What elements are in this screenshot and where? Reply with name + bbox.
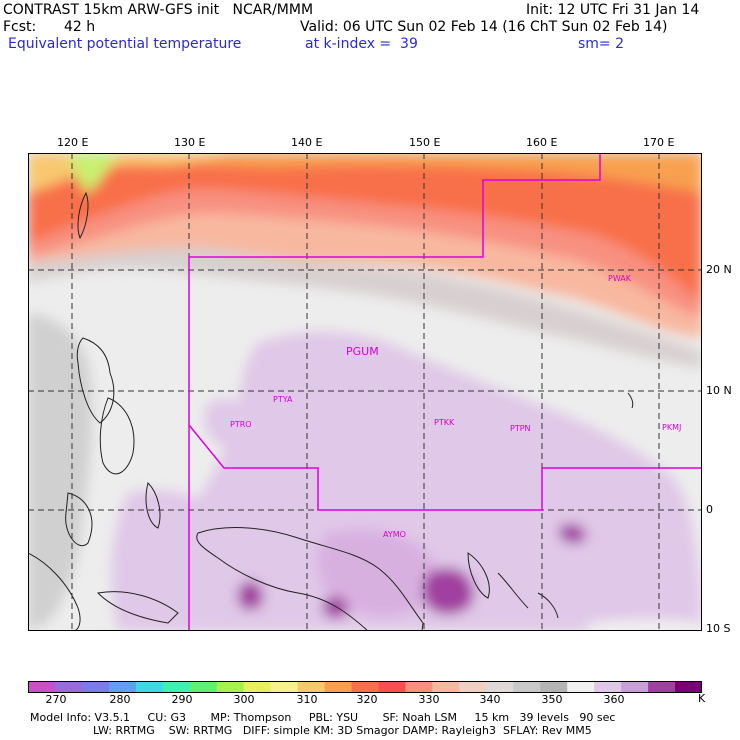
colorbar-swatch	[28, 681, 56, 693]
forecast-label: Fcst:	[3, 19, 37, 35]
lat-label-10s: 10 S	[706, 622, 731, 635]
lon-label-160e: 160 E	[526, 136, 558, 149]
valid-time: Valid: 06 UTC Sun 02 Feb 14 (16 ChT Sun …	[300, 19, 668, 35]
init-time: Init: 12 UTC Fri 31 Jan 14	[526, 2, 700, 18]
colorbar-swatch	[648, 681, 676, 693]
colorbar-unit: K	[698, 692, 706, 705]
colorbar-swatch	[432, 681, 460, 693]
colorbar-swatch	[324, 681, 353, 693]
colorbar-swatch	[378, 681, 406, 693]
colorbar-swatch	[108, 681, 137, 693]
model-info-line2: LW: RRTMG SW: RRTMG DIFF: simple KM: 3D …	[30, 724, 592, 737]
coastlines	[28, 191, 634, 631]
map-frame	[28, 153, 702, 631]
colorbar-swatch	[486, 681, 514, 693]
colorbar-label-280: 280	[109, 693, 131, 706]
field-name: Equivalent potential temperature	[8, 36, 242, 52]
colorbar-label-310: 310	[296, 693, 318, 706]
model-info-line1: Model Info: V3.5.1 CU: G3 MP: Thompson P…	[30, 711, 616, 724]
station-pkmj: PKMJ	[662, 423, 681, 432]
lon-label-140e: 140 E	[291, 136, 323, 149]
colorbar-swatch	[54, 681, 83, 693]
station-aymo: AYMO	[383, 530, 406, 539]
station-ptya: PTYA	[273, 395, 293, 404]
colorbar-swatch	[621, 681, 649, 693]
lat-label-equator: 0	[706, 503, 713, 516]
colorbar-swatch	[81, 681, 110, 693]
colorbar-swatch	[513, 681, 541, 693]
colorbar-swatch	[675, 681, 702, 693]
forecast-hour: 42 h	[64, 19, 96, 35]
level-index: at k-index = 39	[305, 36, 418, 52]
colorbar-label-360: 360	[603, 693, 625, 706]
colorbar-swatch	[351, 681, 379, 693]
colorbar-label-350: 350	[541, 693, 563, 706]
colorbar-frame	[28, 681, 702, 693]
region-boundary-north	[188, 153, 601, 631]
theta-e-map: PWAK PGUM PTYA PTRO PTKK PTPN PKMJ AYMO	[28, 153, 702, 631]
colorbar-swatch	[189, 681, 218, 693]
colorbar-swatch	[297, 681, 326, 693]
region-boundary-south	[188, 424, 702, 511]
lon-label-150e: 150 E	[409, 136, 441, 149]
smoothing-value: sm= 2	[578, 36, 625, 52]
model-title: CONTRAST 15km ARW-GFS init NCAR/MMM	[3, 2, 314, 18]
station-pgum: PGUM	[346, 345, 379, 358]
colorbar-swatch	[162, 681, 191, 693]
colorbar-swatch	[594, 681, 622, 693]
lon-label-120e: 120 E	[57, 136, 89, 149]
colorbar-label-340: 340	[479, 693, 501, 706]
colorbar-label-320: 320	[356, 693, 378, 706]
lon-label-130e: 130 E	[174, 136, 206, 149]
colorbar-swatch	[216, 681, 245, 693]
colorbar-label-270: 270	[45, 693, 67, 706]
colorbar-swatch	[270, 681, 299, 693]
colorbar	[28, 681, 702, 693]
station-ptro: PTRO	[230, 420, 252, 429]
colorbar-label-290: 290	[171, 693, 193, 706]
theta-e-field	[28, 153, 702, 631]
colorbar-swatch	[243, 681, 272, 693]
colorbar-label-330: 330	[418, 693, 440, 706]
station-ptkk: PTKK	[434, 418, 455, 427]
lat-label-10n: 10 N	[706, 384, 732, 397]
colorbar-swatch	[135, 681, 164, 693]
lat-label-20n: 20 N	[706, 263, 732, 276]
lon-label-170e: 170 E	[643, 136, 675, 149]
lat-lon-grid	[28, 153, 702, 631]
colorbar-swatch	[405, 681, 433, 693]
colorbar-label-300: 300	[233, 693, 255, 706]
station-pwak: PWAK	[608, 274, 632, 283]
colorbar-swatch	[540, 681, 568, 693]
station-ptpn: PTPN	[510, 424, 531, 433]
colorbar-swatch	[567, 681, 595, 693]
colorbar-swatch	[459, 681, 487, 693]
